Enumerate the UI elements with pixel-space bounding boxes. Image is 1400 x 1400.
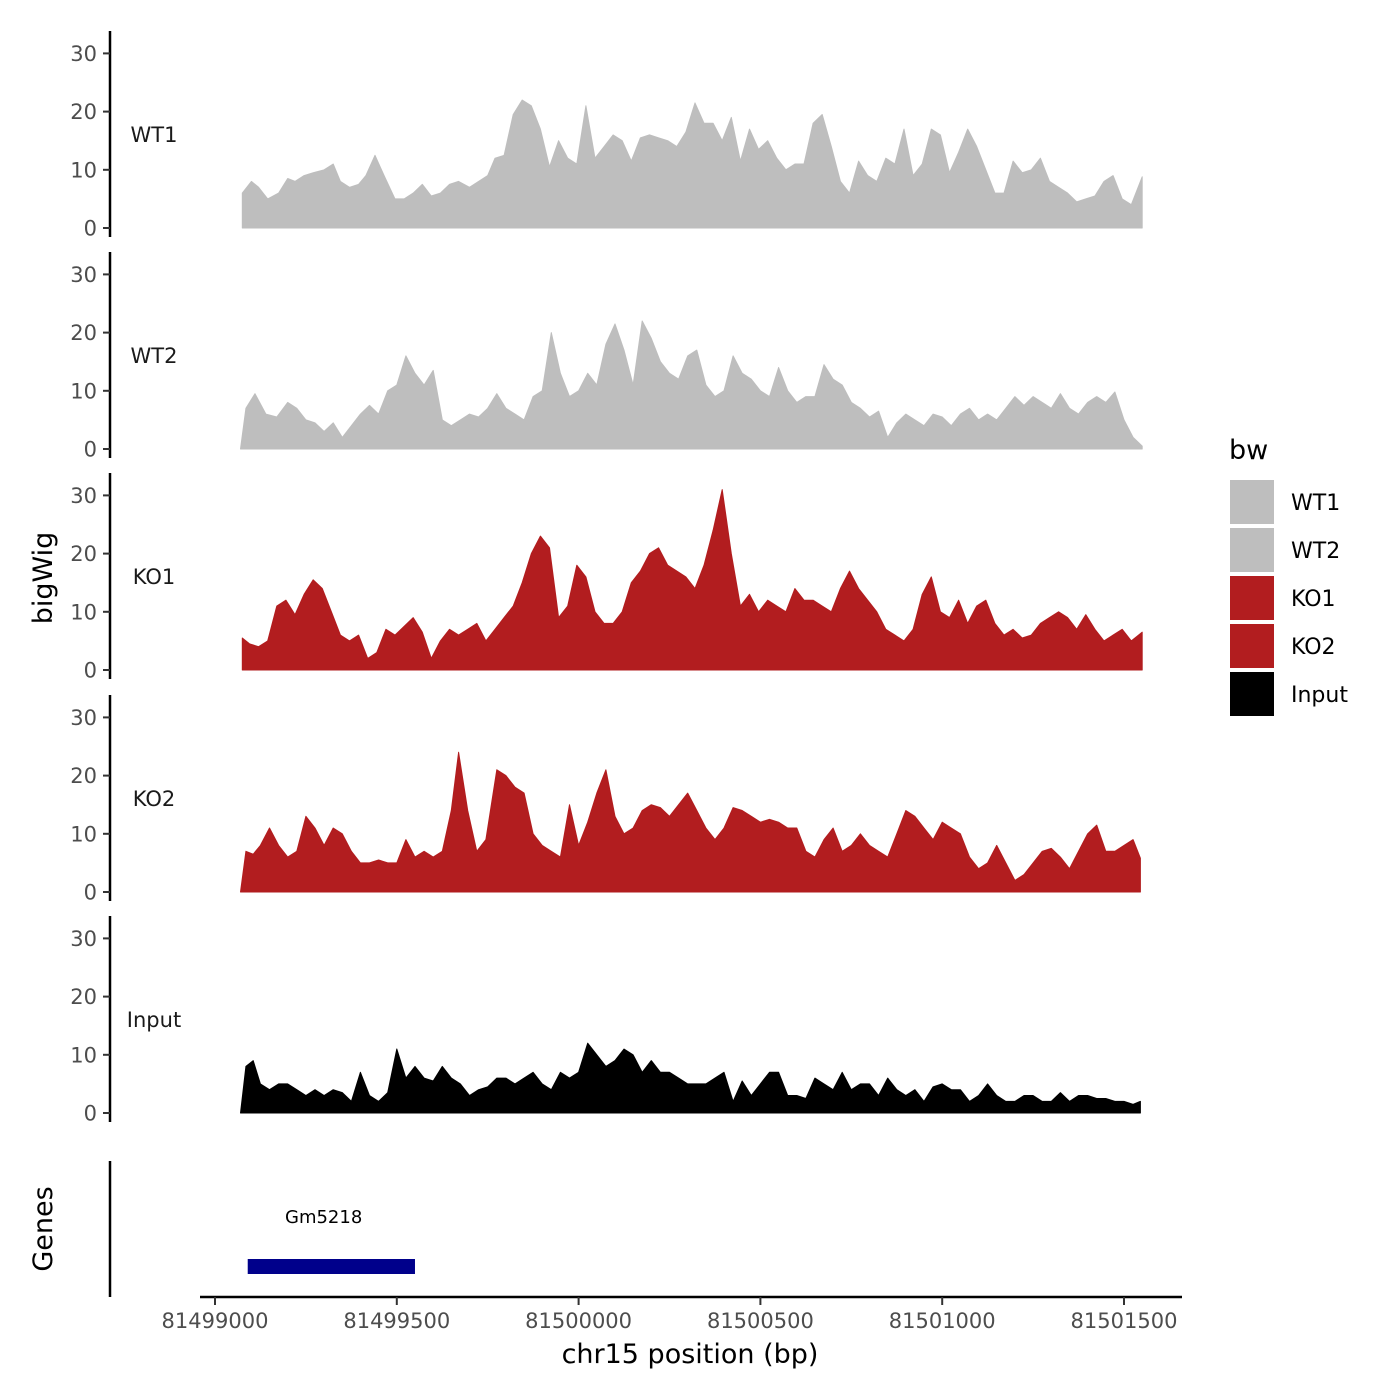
y-tick-label: 20	[70, 985, 97, 1009]
legend-label-ko1: KO1	[1291, 587, 1336, 612]
track-wt2: 0 10 20 30 WT2	[70, 252, 1143, 462]
legend-swatch-ko1	[1228, 574, 1276, 622]
coverage-area-ko2	[240, 751, 1141, 893]
legend-swatch-wt1	[1228, 478, 1276, 526]
coverage-area-wt1	[241, 99, 1143, 229]
y-tick-label: 20	[70, 542, 97, 566]
legend-label-wt1: WT1	[1291, 491, 1340, 516]
y-tick-label: 0	[84, 438, 97, 462]
legend-swatch-wt2	[1228, 526, 1276, 574]
genes-axis-title: Genes	[28, 1186, 59, 1271]
x-tick-label: 81499500	[343, 1309, 450, 1333]
y-tick-label: 20	[70, 764, 97, 788]
track-input: 0 10 20 30 Input	[70, 916, 1141, 1126]
y-tick-label: 0	[84, 659, 97, 683]
y-tick-label: 10	[70, 822, 97, 846]
y-tick-label: 30	[70, 927, 97, 951]
x-tick-label: 81500000	[525, 1309, 632, 1333]
legend-swatch-input	[1228, 670, 1276, 718]
y-tick-label: 30	[70, 42, 97, 66]
x-axis: 81499000 81499500 81500000 81500500 81501000…	[162, 1295, 1182, 1333]
y-tick-label: 30	[70, 263, 97, 287]
y-tick-label: 10	[70, 379, 97, 403]
coverage-area-wt2	[240, 320, 1143, 450]
gene-body-gm5218	[247, 1259, 415, 1274]
x-tick-label: 81499000	[162, 1309, 269, 1333]
legend-swatch-ko2	[1228, 622, 1276, 670]
track-ko1: 0 10 20 30 KO1	[70, 473, 1143, 683]
y-tick-label: 0	[84, 881, 97, 905]
track-label-wt2: WT2	[131, 344, 178, 368]
y-tick-label: 10	[70, 1043, 97, 1067]
genes-panel: Gm5218	[108, 1161, 415, 1297]
legend-label-ko2: KO2	[1291, 635, 1336, 660]
x-tick-label: 81500500	[707, 1309, 814, 1333]
y-axis-title: bigWig	[28, 532, 59, 625]
track-label-input: Input	[127, 1008, 181, 1032]
legend-label-input: Input	[1291, 683, 1348, 708]
signal-tracks: 0 10 20 30 WT1 0 10 20 30 WT2 0 10 20 30 KO1 0 10 20 30 KO2…	[70, 31, 1143, 1126]
track-label-ko2: KO2	[133, 787, 176, 811]
coverage-area-input	[240, 1042, 1141, 1114]
gene-label: Gm5218	[285, 1207, 362, 1228]
y-tick-label: 20	[70, 321, 97, 345]
x-tick-label: 81501000	[889, 1309, 996, 1333]
y-tick-label: 10	[70, 158, 97, 182]
y-tick-label: 0	[84, 1102, 97, 1126]
x-tick-label: 81501500	[1071, 1309, 1178, 1333]
track-label-wt1: WT1	[131, 123, 178, 147]
y-tick-label: 10	[70, 600, 97, 624]
legend-title: bw	[1229, 435, 1268, 466]
track-label-ko1: KO1	[133, 565, 176, 589]
track-wt1: 0 10 20 30 WT1	[70, 31, 1143, 241]
legend-label-wt2: WT2	[1291, 539, 1340, 564]
y-tick-label: 30	[70, 706, 97, 730]
legend: bw WT1 WT2 KO1 KO2 Input	[1228, 435, 1348, 718]
y-tick-label: 0	[84, 217, 97, 241]
coverage-area-ko1	[241, 489, 1143, 671]
y-tick-label: 30	[70, 484, 97, 508]
x-axis-title: chr15 position (bp)	[562, 1339, 819, 1370]
y-tick-label: 20	[70, 100, 97, 124]
track-ko2: 0 10 20 30 KO2	[70, 695, 1141, 905]
